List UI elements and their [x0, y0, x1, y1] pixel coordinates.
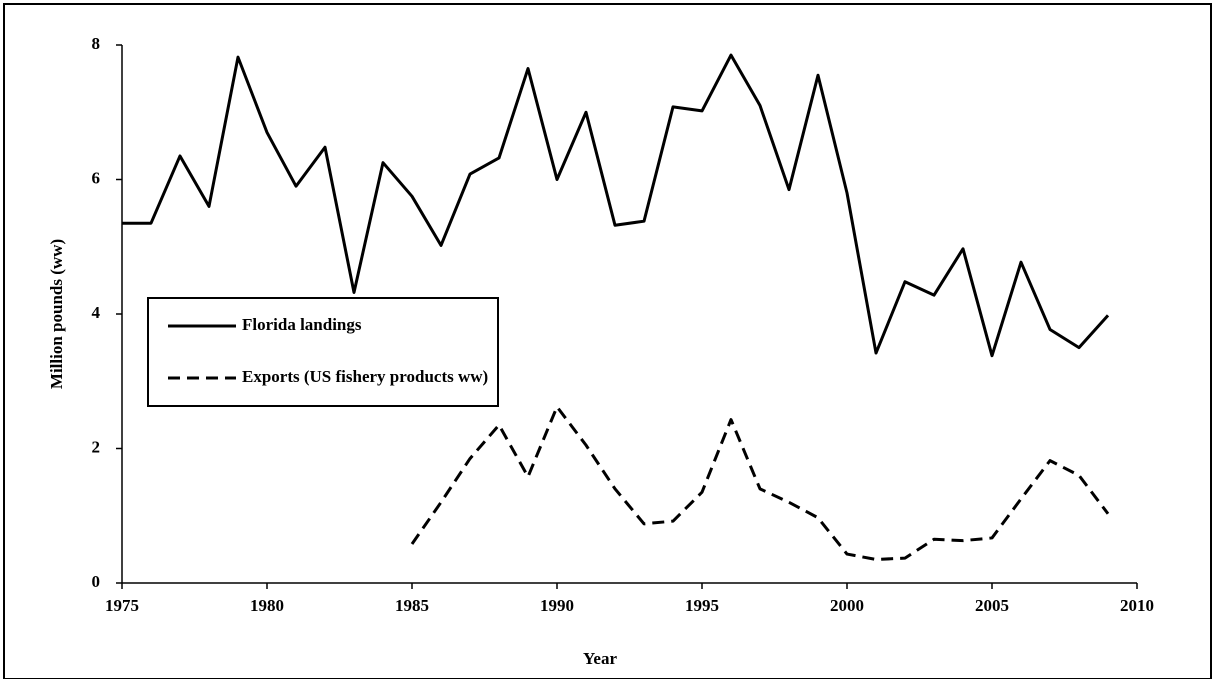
y-tick-label: 0	[92, 572, 101, 591]
data-line	[410, 405, 1110, 561]
x-tick-label: 1975	[105, 596, 139, 615]
x-tick-label: 1990	[540, 596, 574, 615]
legend-label: Exports (US fishery products ww)	[242, 367, 488, 386]
y-tick-label: 6	[92, 168, 101, 187]
x-tick-label: 1980	[250, 596, 284, 615]
x-tick-label: 2000	[830, 596, 864, 615]
x-tick-label: 2005	[975, 596, 1009, 615]
legend-label: Florida landings	[242, 315, 362, 334]
x-axis-label: Year	[583, 649, 617, 668]
x-tick-label: 1995	[685, 596, 719, 615]
y-tick-label: 8	[92, 34, 101, 53]
y-tick-label: 2	[92, 437, 101, 456]
y-axis-label: Million pounds (ww)	[47, 239, 66, 389]
x-tick-label: 2010	[1120, 596, 1154, 615]
legend-box	[147, 297, 499, 407]
frame	[3, 3, 1212, 679]
data-line	[122, 53, 1110, 358]
y-tick-label: 4	[92, 303, 101, 322]
x-tick-label: 1985	[395, 596, 429, 615]
